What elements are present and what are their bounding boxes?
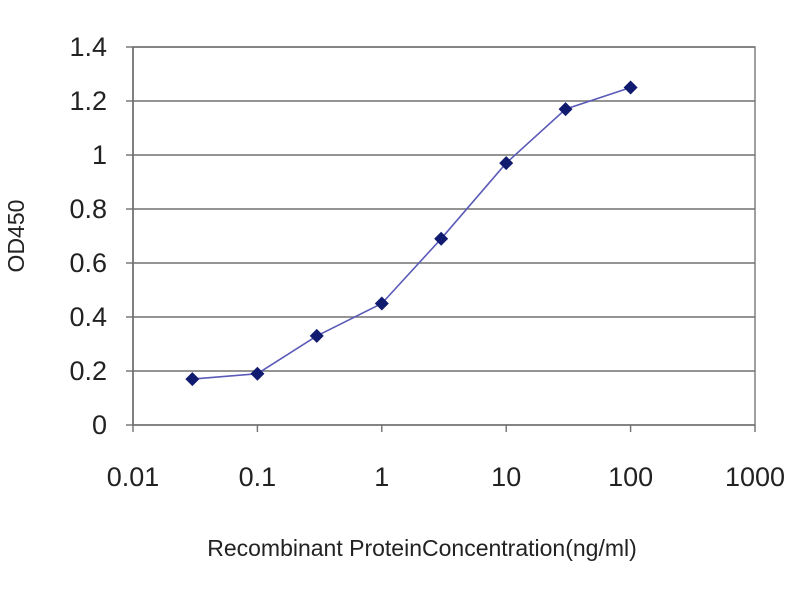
x-axis-title: Recombinant ProteinConcentration(ng/ml) xyxy=(207,535,637,561)
y-axis-title: OD450 xyxy=(3,200,29,273)
data-point-marker xyxy=(623,80,638,95)
y-tick-label: 1 xyxy=(92,140,107,170)
gridlines xyxy=(133,46,755,372)
y-tick-label: 0.2 xyxy=(69,356,107,386)
y-tick-label: 0 xyxy=(92,410,107,440)
x-tick-label: 1000 xyxy=(725,462,785,492)
data-point-marker xyxy=(250,366,265,381)
y-tick-label: 0.4 xyxy=(69,302,107,332)
y-tick-label: 0.6 xyxy=(69,248,107,278)
tick-labels: 0 0.2 0.4 0.6 0.8 1 1.2 1.4 0.01 0.1 1 10 100 1000 xyxy=(69,32,785,492)
data-series xyxy=(185,80,638,387)
x-tick-label: 0.01 xyxy=(107,462,160,492)
x-tick-label: 100 xyxy=(608,462,653,492)
data-point-marker xyxy=(434,231,449,246)
x-tick-label: 10 xyxy=(491,462,521,492)
data-point-marker xyxy=(374,296,389,311)
data-point-marker xyxy=(309,328,324,343)
x-tick-label: 0.1 xyxy=(239,462,277,492)
axes xyxy=(126,46,756,432)
data-point-marker xyxy=(185,372,200,387)
x-tick-label: 1 xyxy=(374,462,389,492)
y-tick-label: 1.4 xyxy=(69,32,107,62)
data-point-marker xyxy=(558,102,573,117)
y-tick-label: 1.2 xyxy=(69,86,107,116)
series-line xyxy=(192,86,631,380)
data-point-marker xyxy=(499,156,514,171)
y-tick-label: 0.8 xyxy=(69,194,107,224)
